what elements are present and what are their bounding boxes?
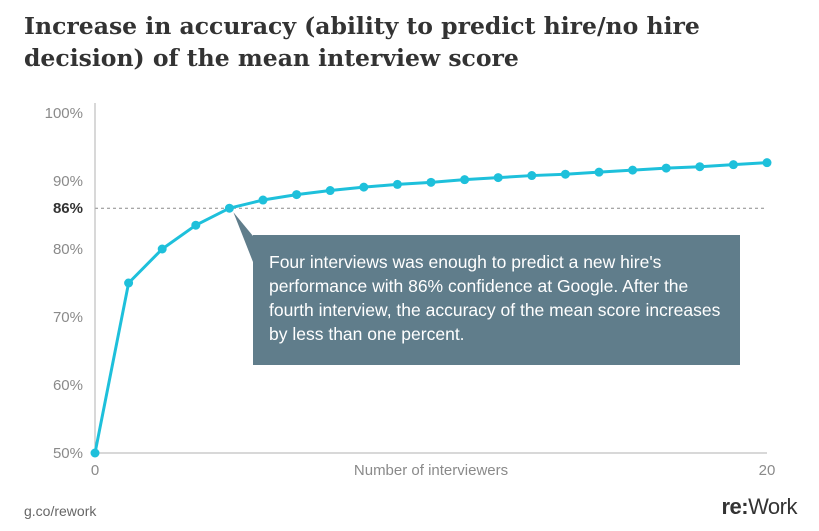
- data-point: [527, 171, 537, 181]
- data-point: [224, 203, 234, 213]
- chart-title: Increase in accuracy (ability to predict…: [24, 12, 700, 72]
- data-point: [292, 190, 302, 200]
- y-tick-label: 70%: [53, 309, 83, 326]
- y-tick-label: 80%: [53, 241, 83, 258]
- data-point: [124, 278, 134, 288]
- data-point: [258, 195, 268, 205]
- data-point: [695, 162, 705, 172]
- callout-text: Four interviews was enough to predict a …: [269, 252, 721, 344]
- data-point: [325, 186, 335, 196]
- data-point: [661, 163, 671, 173]
- data-point: [191, 220, 201, 230]
- data-point: [728, 160, 738, 170]
- data-point: [762, 158, 772, 168]
- data-point: [594, 167, 604, 177]
- y-tick-label: 60%: [53, 377, 83, 394]
- data-point: [560, 169, 570, 179]
- y-tick-label: 86%: [53, 200, 83, 217]
- data-point: [426, 177, 436, 187]
- x-tick-label: 0: [91, 462, 99, 479]
- logo-re: re: [721, 494, 742, 519]
- data-point: [90, 448, 100, 458]
- rework-logo: re:Work: [721, 494, 797, 520]
- data-point: [392, 179, 402, 189]
- data-point: [460, 175, 470, 185]
- x-axis-label: Number of interviewers: [354, 462, 508, 479]
- callout-pointer: [233, 212, 253, 262]
- y-tick-label: 90%: [53, 173, 83, 190]
- y-tick-label: 50%: [53, 445, 83, 462]
- logo-work: Work: [748, 494, 797, 519]
- data-point: [628, 165, 638, 175]
- data-point: [493, 173, 503, 183]
- footer-link[interactable]: g.co/rework: [24, 503, 97, 519]
- data-point: [359, 182, 369, 192]
- y-tick-label: 100%: [45, 105, 83, 122]
- logo-colon: :: [741, 494, 749, 519]
- annotation-callout: Four interviews was enough to predict a …: [253, 235, 740, 365]
- data-point: [157, 244, 167, 254]
- x-tick-label: 20: [759, 462, 776, 479]
